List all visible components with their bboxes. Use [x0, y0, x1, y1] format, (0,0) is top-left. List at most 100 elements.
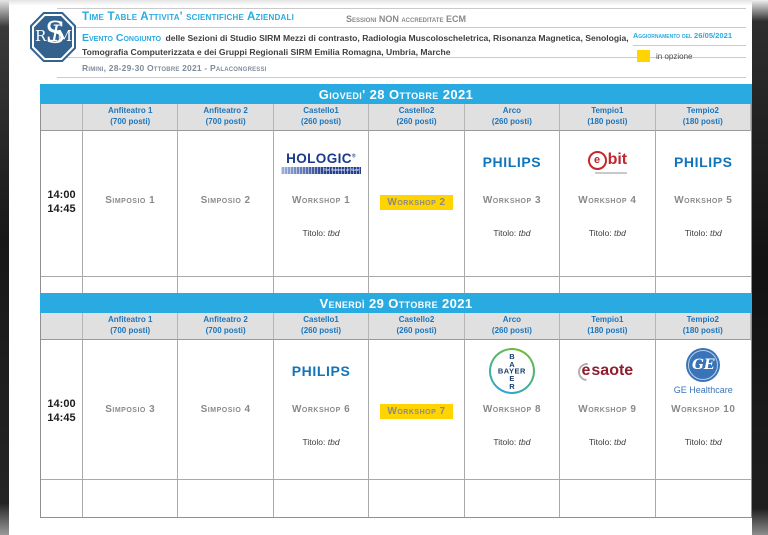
column-name: Anfiteatro 1 [107, 106, 153, 116]
session-label: Workshop 5 [674, 195, 733, 206]
column-name: Castello1 [303, 106, 339, 116]
sirm-letter: R [35, 27, 47, 45]
column-capacity: (260 posti) [396, 326, 437, 335]
cell-simposio-2: Simposio 2 [178, 131, 274, 277]
column-header-anfiteatro2: Anfiteatro 2 (700 posti) [178, 313, 274, 340]
column-capacity: (180 posti) [587, 326, 628, 335]
column-header-tempio2: Tempio2 (180 posti) [655, 104, 751, 131]
column-header-time [41, 313, 83, 340]
bayer-letter: A [509, 360, 515, 369]
sirm-letter: S [45, 16, 66, 51]
empty-cell [83, 480, 179, 517]
time-slot: 14:00 14:45 [41, 131, 83, 277]
column-capacity: (700 posti) [110, 117, 151, 126]
sirm-letter: I [51, 22, 60, 47]
titolo-line: Titolo: tbd [588, 437, 626, 447]
column-capacity: (700 posti) [110, 326, 151, 335]
column-capacity: (180 posti) [682, 326, 723, 335]
esaote-rest: saote [591, 362, 634, 379]
bayer-letter: B [509, 352, 515, 361]
sirm-octagon-inner [34, 16, 72, 58]
column-header-time [41, 104, 83, 131]
ge-healthcare-logo: GE GE Healthcare [674, 344, 733, 398]
titolo-line: Titolo: tbd [493, 437, 531, 447]
bayer-wordmark: BAYER [497, 366, 526, 376]
session-label: Simposio 2 [200, 195, 251, 206]
column-name: Tempio1 [591, 315, 624, 325]
day-banner-venerdi: Venerdì 29 Ottobre 2021 [40, 293, 752, 313]
column-name: Anfiteatro 1 [107, 315, 153, 325]
hologic-tagline: The Science of Sure [322, 166, 360, 172]
column-name: Castello2 [398, 106, 435, 116]
update-note: Aggiornamento del 26/05/2021 [633, 31, 732, 40]
divider [57, 27, 746, 28]
table-venerdi: Venerdì 29 Ottobre 2021 Anfiteatro 1 (70… [40, 293, 752, 518]
column-header-castello2: Castello2 (260 posti) [369, 313, 465, 340]
time-end: 14:45 [47, 202, 76, 215]
column-header-arco: Arco (260 posti) [464, 104, 561, 131]
column-header-tempio1: Tempio1 (180 posti) [560, 313, 656, 340]
empty-cell [655, 277, 751, 293]
left-dark-edge [0, 0, 9, 535]
column-header-castello2: Castello2 (260 posti) [369, 104, 465, 131]
grid-venerdi: Anfiteatro 1 (700 posti) Anfiteatro 2 (7… [40, 313, 752, 518]
session-label: Workshop 8 [482, 404, 541, 415]
session-label-highlighted: Workshop 2 [380, 195, 453, 210]
hologic-wordmark: HOLOGIC® [286, 150, 357, 166]
empty-cell [560, 277, 656, 293]
session-label: Workshop 4 [578, 195, 637, 206]
column-name: Castello2 [398, 315, 435, 325]
column-name: Castello1 [303, 315, 339, 325]
option-legend: in opzione [637, 50, 692, 62]
empty-cell [464, 277, 561, 293]
time-slot: 14:00 14:45 [41, 340, 83, 480]
empty-cell [655, 480, 751, 517]
ebit-logo: e bit [587, 135, 628, 189]
empty-cell [41, 480, 83, 517]
bayer-letter: R [509, 382, 515, 391]
philips-logo: PHILIPS [483, 135, 542, 189]
cell-workshop-3: PHILIPS Workshop 3 Titolo: tbd [464, 131, 561, 277]
titolo-line: Titolo: tbd [302, 228, 340, 238]
empty-cell [178, 480, 274, 517]
sirm-logo: R S I M [30, 12, 76, 62]
cell-workshop-10: GE GE Healthcare Workshop 10 Titolo: tbd [655, 340, 751, 480]
empty-cell [178, 277, 274, 293]
empty-cell [464, 480, 561, 517]
philips-wordmark: PHILIPS [291, 363, 351, 379]
ge-name: GE Healthcare [673, 384, 733, 395]
yellow-swatch [637, 50, 650, 62]
update-date: 26/05/2021 [694, 31, 733, 40]
empty-cell [273, 480, 370, 517]
page-title: Time Table Attivita' scientifiche Aziend… [82, 11, 294, 23]
cell-workshop-4: e bit Workshop 4 Titolo: tbd [560, 131, 656, 277]
cell-workshop-1: HOLOGIC® The Science of Sure Workshop 1 … [273, 131, 370, 277]
divider [57, 8, 746, 9]
grid-giovedi: Anfiteatro 1 (700 posti) Anfiteatro 2 (7… [40, 104, 752, 294]
titolo-line: Titolo: tbd [684, 228, 722, 238]
philips-logo: PHILIPS [674, 135, 733, 189]
philips-wordmark: PHILIPS [673, 154, 733, 170]
column-name: Anfiteatro 2 [203, 106, 248, 116]
update-label: Aggiornamento del [633, 31, 693, 40]
empty-cell [41, 277, 83, 293]
column-capacity: (180 posti) [587, 117, 628, 126]
session-label: Workshop 10 [671, 404, 736, 415]
cell-workshop-2: Workshop 2 [369, 131, 465, 277]
column-name: Tempio2 [686, 106, 719, 116]
session-label: Workshop 9 [578, 404, 637, 415]
venue-line: Rimini, 28-29-30 Ottobre 2021 - Palacong… [82, 63, 267, 73]
column-capacity: (180 posti) [682, 117, 723, 126]
event-label: Evento Congiunto [82, 32, 162, 44]
session-label-highlighted: Workshop 7 [380, 404, 453, 419]
divider [633, 45, 746, 46]
session-label: Simposio 4 [200, 404, 251, 415]
bayer-letter: E [509, 374, 515, 383]
hologic-logo: HOLOGIC® The Science of Sure [281, 135, 362, 189]
esaote-e: e [581, 362, 591, 379]
cell-workshop-6: PHILIPS Workshop 6 Titolo: tbd [273, 340, 370, 480]
cell-workshop-5: PHILIPS Workshop 5 Titolo: tbd [655, 131, 751, 277]
hologic-bar: The Science of Sure [281, 166, 362, 174]
column-name: Anfiteatro 2 [203, 315, 248, 325]
